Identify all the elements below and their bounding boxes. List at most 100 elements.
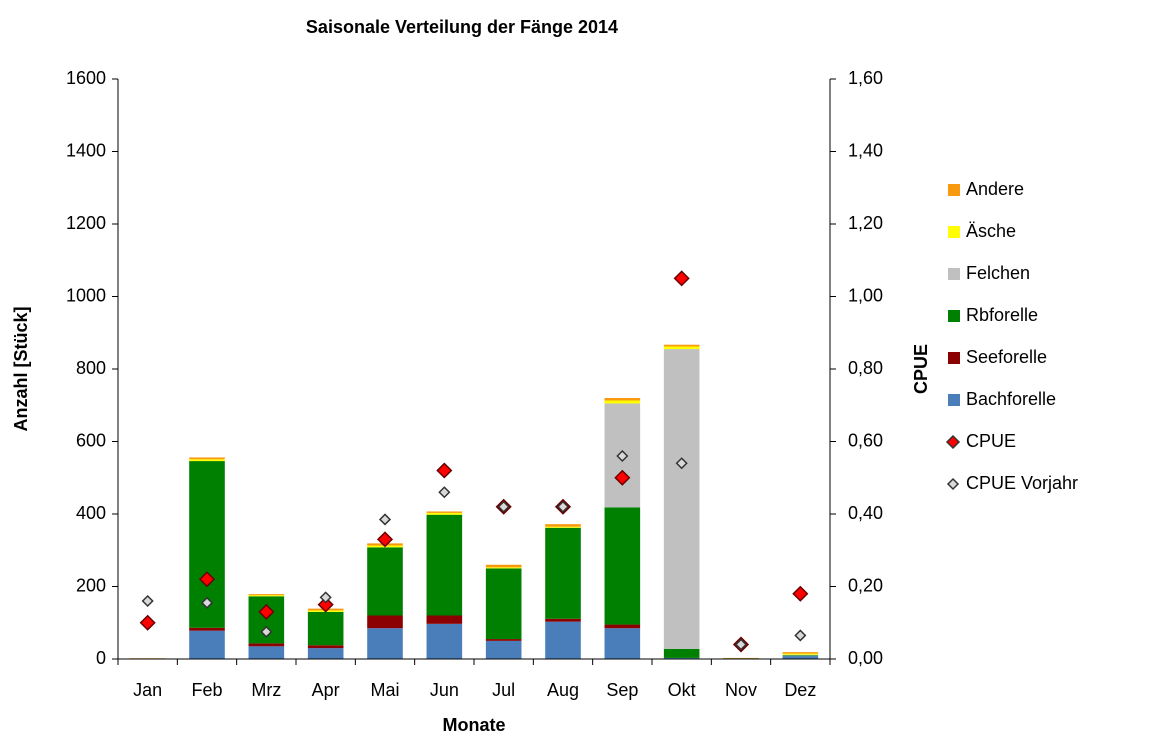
y-tick-label: 200 (76, 575, 106, 595)
bar-segment (427, 511, 463, 512)
x-tick-label: Okt (668, 680, 696, 700)
bar-segment (249, 595, 285, 596)
bar-segment (605, 507, 641, 624)
legend-marker (948, 184, 960, 196)
y2-tick-label: 0,40 (848, 503, 883, 523)
y-tick-label: 0 (96, 648, 106, 668)
bar-segment (605, 628, 641, 659)
x-tick-label: Sep (606, 680, 638, 700)
bar-segment (189, 631, 225, 659)
legend-marker (947, 436, 959, 448)
bar-segment (367, 628, 403, 659)
x-tick-label: Jun (430, 680, 459, 700)
bar-segment (605, 401, 641, 404)
cpue-point (380, 514, 390, 524)
bar-segment (664, 347, 700, 350)
legend-marker (948, 226, 960, 238)
x-tick-label: Mrz (251, 680, 281, 700)
y-tick-label: 400 (76, 503, 106, 523)
bar-segment (249, 594, 285, 595)
legend-label: Felchen (966, 263, 1030, 283)
legend-marker (948, 268, 960, 280)
bar-segment (545, 619, 581, 622)
x-tick-label: Feb (191, 680, 222, 700)
legend-marker (948, 479, 958, 489)
y2-tick-label: 0,20 (848, 575, 883, 595)
legend-label: Rbforelle (966, 305, 1038, 325)
x-tick-label: Dez (784, 680, 816, 700)
bar-segment (308, 648, 344, 659)
legend-marker (948, 310, 960, 322)
bar-segment (427, 624, 463, 659)
cpue-point (793, 587, 807, 601)
legend-label: Bachforelle (966, 389, 1056, 409)
x-tick-label: Mai (370, 680, 399, 700)
bar-segment (486, 568, 522, 639)
bar-segment (664, 349, 700, 649)
x-tick-label: Aug (547, 680, 579, 700)
bar-segment (189, 628, 225, 631)
bar-segment (664, 345, 700, 347)
legend-label: Andere (966, 179, 1024, 199)
x-tick-label: Jan (133, 680, 162, 700)
chart-title: Saisonale Verteilung der Fänge 2014 (306, 17, 618, 37)
bar-segment (545, 527, 581, 528)
bar-segment (308, 612, 344, 645)
y-axis-label: Anzahl [Stück] (11, 306, 31, 431)
legend-marker (948, 394, 960, 406)
y2-tick-label: 0,60 (848, 430, 883, 450)
bar-segment (308, 645, 344, 648)
cpue-point (675, 271, 689, 285)
y2-tick-label: 1,40 (848, 140, 883, 160)
x-tick-label: Jul (492, 680, 515, 700)
bar-segment (486, 639, 522, 641)
bar-segment (367, 616, 403, 629)
bar-segment (427, 515, 463, 616)
y2-tick-label: 1,60 (848, 68, 883, 88)
legend-marker (948, 352, 960, 364)
cpue-point (143, 596, 153, 606)
y2-tick-label: 0,80 (848, 358, 883, 378)
x-axis-label: Monate (443, 715, 506, 735)
y-tick-label: 1400 (66, 140, 106, 160)
bar-segment (605, 398, 641, 401)
y2-tick-label: 0,00 (848, 648, 883, 668)
x-tick-label: Nov (725, 680, 757, 700)
bar-segment (783, 655, 819, 656)
bar-segment (486, 567, 522, 568)
bar-segment (486, 641, 522, 659)
y2-axis-label: CPUE (911, 344, 931, 394)
cpue-point (795, 630, 805, 640)
y-tick-label: 1600 (66, 68, 106, 88)
bar-segment (367, 547, 403, 615)
bar-segment (783, 652, 819, 653)
legend-label: Seeforelle (966, 347, 1047, 367)
cpue-point (437, 464, 451, 478)
bar-segment (486, 565, 522, 568)
y-tick-label: 1000 (66, 285, 106, 305)
legend-label: CPUE (966, 431, 1016, 451)
bar-segment (545, 622, 581, 659)
y-tick-label: 1200 (66, 213, 106, 233)
y-tick-label: 600 (76, 430, 106, 450)
bar-segment (545, 524, 581, 527)
y2-tick-label: 1,00 (848, 285, 883, 305)
cpue-point (439, 487, 449, 497)
bar-segment (427, 513, 463, 515)
bar-segment (783, 654, 819, 655)
legend-label: Äsche (966, 221, 1016, 241)
bar-segment (189, 459, 225, 461)
y-tick-label: 800 (76, 358, 106, 378)
cpue-point (141, 616, 155, 630)
bar-segment (189, 457, 225, 459)
legend-label: CPUE Vorjahr (966, 473, 1078, 493)
bar-segment (783, 655, 819, 656)
bar-segment (545, 528, 581, 619)
bar-segment (664, 649, 700, 658)
x-tick-label: Apr (312, 680, 340, 700)
bar-segment (427, 616, 463, 624)
y2-tick-label: 1,20 (848, 213, 883, 233)
bar-segment (249, 643, 285, 646)
bar-segment (605, 625, 641, 629)
